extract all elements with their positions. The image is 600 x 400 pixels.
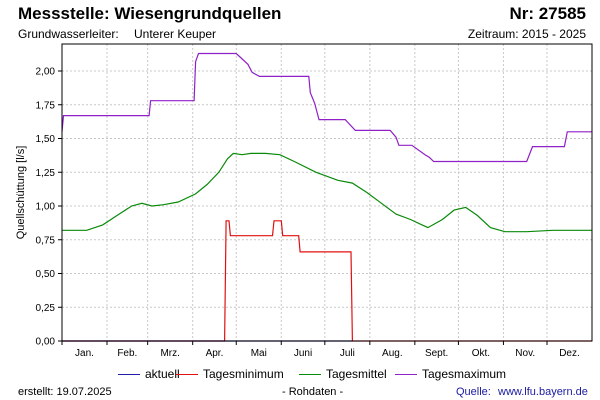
y-tick-label: 0,25: [36, 303, 56, 314]
y-tick-label: 1,25: [36, 168, 56, 179]
x-tick-label: Apr.: [206, 348, 224, 359]
x-tick-label: Juli: [340, 348, 355, 359]
x-tick-label: Okt.: [472, 348, 490, 359]
x-tick-label: Juni: [294, 348, 312, 359]
legend-swatch: [176, 374, 198, 376]
legend-item-aktuell: aktuell: [118, 367, 180, 381]
source-label: Quelle:: [456, 386, 491, 398]
legend-label: aktuell: [145, 367, 180, 381]
legend-item-tagesminimum: Tagesminimum: [176, 367, 284, 381]
x-tick-label: Mai: [251, 348, 267, 359]
y-tick-label: 0,50: [36, 269, 56, 280]
legend-swatch: [118, 374, 140, 376]
x-tick-label: Dez.: [559, 348, 580, 359]
legend-label: Tagesmaximum: [422, 367, 507, 381]
station-number: Nr: 27585: [509, 4, 586, 23]
y-tick-label: 0,75: [36, 235, 56, 246]
legend-swatch: [395, 374, 417, 376]
x-tick-label: Jan.: [75, 348, 94, 359]
x-tick-label: Sept.: [425, 348, 448, 359]
legend-item-tagesmittel: Tagesmittel: [299, 367, 387, 381]
y-axis-label: Quellschüttung [l/s]: [15, 146, 27, 240]
aquifer-label: Grundwasserleiter:: [18, 27, 119, 41]
y-tick-label: 0,00: [36, 337, 56, 348]
x-tick-label: Feb.: [117, 348, 137, 359]
source-link[interactable]: www.lfu.bayern.de: [498, 386, 588, 398]
legend-label: Tagesmittel: [326, 367, 387, 381]
x-tick-label: Nov.: [515, 348, 535, 359]
created-date: erstellt: 19.07.2025: [18, 386, 112, 398]
chart-legend: aktuell Tagesminimum Tagesmittel Tagesmaxim…: [0, 367, 600, 381]
plot-border: [61, 43, 593, 342]
y-tick-label: 2,00: [36, 67, 56, 78]
legend-label: Tagesminimum: [203, 367, 284, 381]
y-tick-label: 1,75: [36, 100, 56, 111]
y-tick-label: 1,00: [36, 202, 56, 213]
raw-data-note: - Rohdaten -: [282, 386, 344, 398]
station-title: Messstelle: Wiesengrundquellen: [18, 4, 282, 23]
series-line-tagesmaximum: [61, 52, 592, 163]
plot-frame: [61, 43, 593, 342]
aquifer-value: Unterer Keuper: [134, 27, 217, 41]
series-line-tagesmittel: [62, 152, 592, 233]
period-label: Zeitraum: 2015 - 2025: [467, 27, 586, 41]
legend-swatch: [299, 374, 321, 376]
legend-item-tagesmaximum: Tagesmaximum: [395, 367, 506, 381]
y-tick-label: 1,50: [36, 134, 56, 145]
series-line-tagesminimum: [62, 220, 592, 342]
x-tick-label: Aug.: [382, 348, 403, 359]
x-tick-label: Mrz.: [160, 348, 179, 359]
